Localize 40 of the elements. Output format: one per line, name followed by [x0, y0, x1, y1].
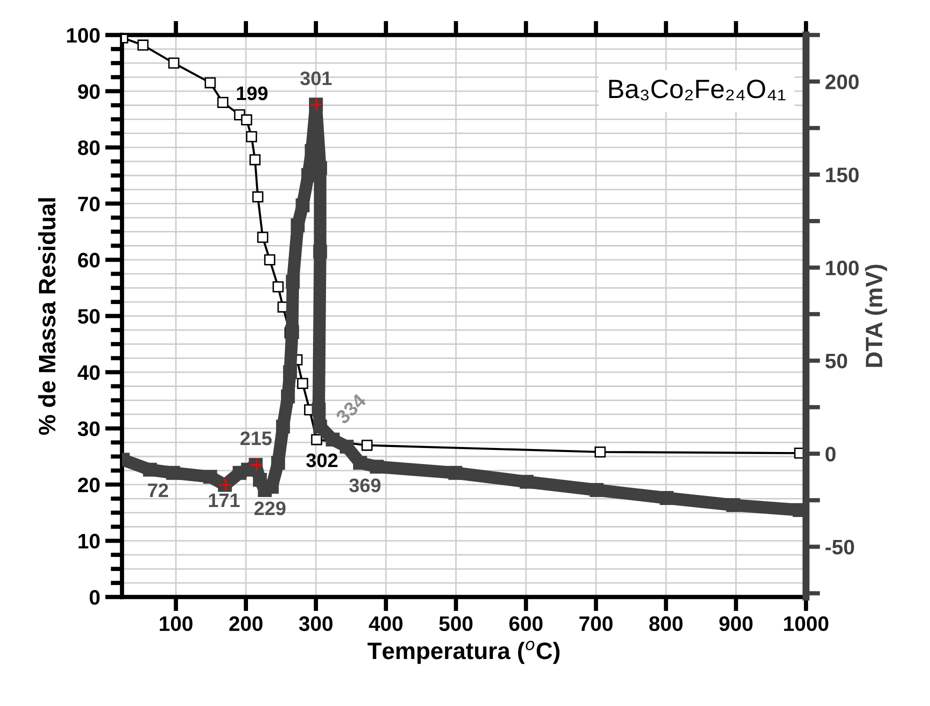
- annotation: 229: [254, 501, 286, 516]
- x-axis-title: Temperatura ($^{o}$C): [368, 640, 560, 664]
- text: Ba₃Co₂Fe₂₄O₄₁: [609, 80, 786, 100]
- y2-tick-label: 200: [825, 74, 859, 90]
- y-tick-label: 0: [90, 590, 100, 605]
- y-tick-label: 90: [78, 84, 100, 99]
- y-tick-label: 80: [78, 140, 100, 156]
- x-tick-label: 200: [229, 616, 262, 632]
- y-tick-label: 100: [67, 28, 100, 43]
- x-tick-label: 600: [509, 616, 542, 632]
- y-tick-label: 30: [78, 421, 100, 436]
- x-tick-label: 300: [299, 616, 332, 632]
- annotation: 302: [306, 453, 338, 468]
- y-tick-label: 40: [78, 365, 100, 380]
- y-axis-title: % de Massa Residual: [38, 198, 56, 435]
- y2-tick-label: -50: [826, 540, 854, 555]
- y-tick-label: 70: [78, 196, 100, 212]
- x-tick-label: 800: [649, 616, 683, 632]
- y2-tick-label: 100: [826, 260, 859, 276]
- x-tick-label: 500: [439, 616, 472, 632]
- y-tick-label: 60: [78, 252, 100, 268]
- annotation: 199: [237, 86, 268, 100]
- annotation: 215: [240, 431, 272, 446]
- y-tick-label: 20: [78, 478, 100, 492]
- y-tick-label: 10: [78, 534, 100, 549]
- y2-tick-label: 150: [826, 168, 859, 182]
- annotation: 171: [209, 494, 240, 508]
- y2-tick-label: 50: [825, 354, 848, 368]
- x-tick-label: 700: [579, 616, 612, 632]
- x-tick-label: 100: [160, 616, 192, 632]
- annotation: 72: [148, 483, 168, 498]
- x-tick-label: 1000: [784, 616, 828, 632]
- y2-axis-title: DTA (mV): [865, 264, 888, 367]
- x-tick-label: 900: [719, 616, 753, 632]
- annotation: 334: [334, 392, 368, 425]
- annotation: 369: [349, 478, 380, 492]
- x-tick-label: 400: [368, 616, 402, 632]
- y-tick-label: 50: [78, 309, 100, 324]
- annotation: 301: [300, 71, 332, 86]
- y2-tick-label: 0: [826, 446, 836, 462]
